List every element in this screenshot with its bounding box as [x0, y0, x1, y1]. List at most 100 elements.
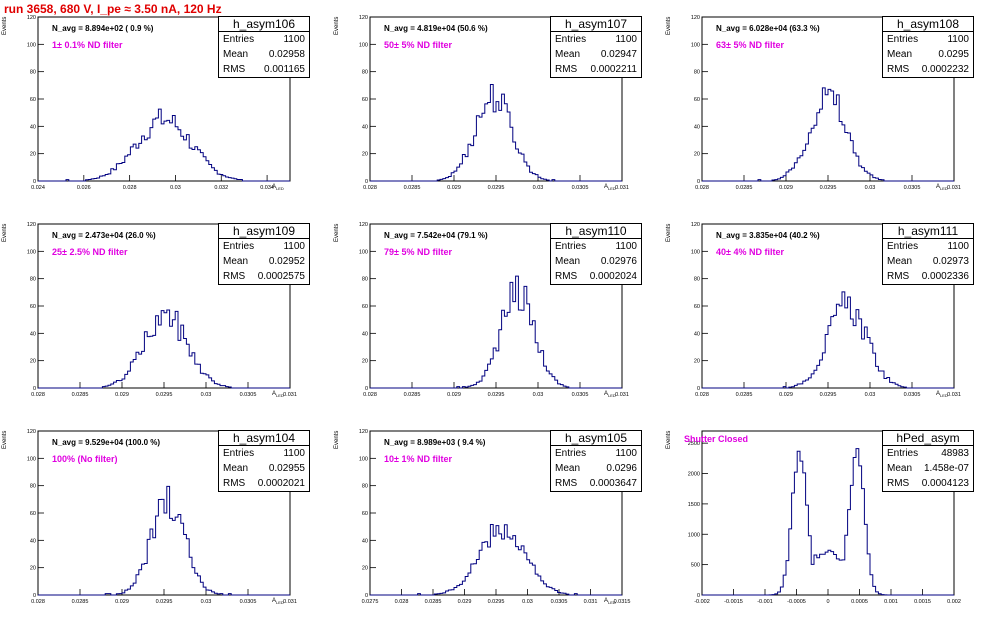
stats-key: RMS	[887, 64, 910, 75]
y-tick-label: 80	[362, 484, 368, 490]
run-title: run 3658, 680 V, I_pe ≈ 3.50 nA, 120 Hz	[4, 2, 222, 16]
y-tick-label: 100	[691, 42, 700, 48]
stats-value: 0.0002232	[921, 64, 969, 75]
stats-box: h_asym109 Entries 1100 Mean 0.02952 RMS 0.0002…	[218, 223, 310, 285]
y-tick-label: 0	[365, 386, 368, 392]
stats-value: 0.0002336	[921, 271, 969, 282]
stats-row-rms: RMS 0.0002232	[883, 62, 973, 77]
x-tick-label: 0.0295	[488, 599, 505, 605]
stats-value: 0.0295	[938, 49, 969, 60]
y-tick-label: 120	[359, 15, 368, 21]
navg-label: N_avg = 6.028e+04 (63.3 %)	[716, 24, 820, 33]
x-tick-label: 0.028	[31, 599, 45, 605]
stats-row-mean: Mean 0.02958	[219, 47, 309, 62]
x-tick-label: 0.03	[533, 185, 544, 191]
stats-key: RMS	[223, 478, 246, 489]
x-tick-label: 0.032	[214, 185, 228, 191]
x-tick-label: 0.0285	[72, 599, 89, 605]
x-tick-label: 0.0305	[904, 392, 921, 398]
y-tick-label: 20	[362, 152, 368, 158]
histogram-series	[38, 108, 290, 182]
y-tick-label: 2500	[688, 441, 700, 447]
stats-box: hPed_asym Entries 48983 Mean 1.458e-07 RMS 0.0…	[882, 430, 974, 492]
x-tick-label: -0.0015	[724, 599, 743, 605]
x-tick-label: 0.031	[615, 392, 629, 398]
stats-box: h_asym105 Entries 1100 Mean 0.0296 RMS 0.00036…	[550, 430, 642, 492]
stats-value: 0.02955	[268, 463, 305, 474]
x-tick-label: 0.034	[260, 185, 274, 191]
x-tick-label: 0.0295	[820, 392, 837, 398]
x-tick-label: 0.029	[447, 185, 461, 191]
y-tick-label: 0	[697, 179, 700, 185]
stats-value: 1100	[947, 34, 969, 45]
navg-label: N_avg = 7.542e+04 (79.1 %)	[384, 231, 488, 240]
y-axis-label: Events	[666, 430, 672, 449]
stats-value: 1.458e-07	[923, 463, 969, 474]
x-tick-label: 0.03	[533, 392, 544, 398]
stats-row-rms: RMS 0.0004123	[883, 476, 973, 491]
histogram-name: h_asym109	[219, 224, 309, 239]
stats-row-entries: Entries 1100	[551, 446, 641, 461]
x-axis-label: ALED	[604, 598, 616, 606]
x-tick-label: 0.028	[31, 392, 45, 398]
x-axis-label: ALED	[936, 184, 948, 192]
x-tick-label: 0.029	[447, 392, 461, 398]
histogram-svg: 0 20 40 60 80 100 120 0.024 0.026 0.028 0.03 0.032 0…	[27, 15, 291, 191]
y-tick-label: 0	[697, 593, 700, 599]
stats-row-mean: Mean 1.458e-07	[883, 461, 973, 476]
x-tick-label: 0.001	[884, 599, 898, 605]
y-tick-label: 60	[694, 97, 700, 103]
y-tick-label: 120	[27, 429, 36, 435]
navg-label: N_avg = 3.835e+04 (40.2 %)	[716, 231, 820, 240]
y-tick-label: 80	[30, 70, 36, 76]
stats-key: Entries	[223, 241, 255, 252]
y-tick-label: 20	[362, 359, 368, 365]
x-tick-label: 0.029	[115, 392, 129, 398]
y-tick-label: 1000	[688, 532, 700, 538]
stats-row-rms: RMS 0.0002211	[551, 62, 641, 77]
x-tick-label: 0.028	[695, 185, 709, 191]
filter-label: 10± 1% ND filter	[384, 454, 452, 464]
stats-key: Mean	[887, 256, 913, 267]
stats-key: RMS	[223, 64, 246, 75]
x-tick-label: 0.029	[779, 185, 793, 191]
stats-key: RMS	[887, 478, 910, 489]
stats-key: RMS	[555, 478, 578, 489]
histogram-panel-h_asym108: 0 20 40 60 80 100 120 0.028 0.0285 0.029 0.0295 0.0…	[664, 0, 996, 207]
stats-value: 48983	[941, 448, 969, 459]
stats-row-mean: Mean 0.02973	[883, 254, 973, 269]
stats-key: RMS	[223, 271, 246, 282]
x-tick-label: 0.024	[31, 185, 45, 191]
x-tick-label: 0.03	[201, 599, 212, 605]
y-tick-label: 20	[694, 152, 700, 158]
stats-row-mean: Mean 0.02976	[551, 254, 641, 269]
stats-key: Mean	[555, 49, 581, 60]
x-tick-label: 0.03	[201, 392, 212, 398]
histogram-svg: 0 20 40 60 80 100 120 0.028 0.0285 0.029 0.0295 0.0…	[359, 222, 629, 398]
stats-value: 0.0002211	[590, 64, 637, 75]
x-tick-label: 0.0295	[488, 185, 505, 191]
histogram-panel-h_asym104: 0 20 40 60 80 100 120 0.028 0.0285 0.029 0.0295 0.0…	[0, 414, 332, 621]
stats-key: RMS	[555, 271, 578, 282]
y-tick-label: 60	[362, 97, 368, 103]
stats-row-entries: Entries 1100	[883, 32, 973, 47]
stats-row-rms: RMS 0.001165	[219, 62, 309, 77]
x-tick-label: 0.0305	[551, 599, 568, 605]
histogram-svg: 0 20 40 60 80 100 120 0.0275 0.028 0.0285 0.029 0.0…	[359, 429, 631, 605]
y-axis-label: Events	[334, 430, 340, 449]
filter-label: 63± 5% ND filter	[716, 40, 784, 50]
y-axis-label: Events	[2, 430, 8, 449]
y-tick-label: 20	[362, 566, 368, 572]
y-axis-label: Events	[334, 223, 340, 242]
stats-value: 1100	[283, 241, 305, 252]
stats-value: 0.0296	[606, 463, 637, 474]
x-tick-label: 0.0305	[240, 392, 257, 398]
stats-box: h_asym106 Entries 1100 Mean 0.02958 RMS 0.0011…	[218, 16, 310, 78]
navg-label: N_avg = 8.894e+02 ( 0.9 %)	[52, 24, 154, 33]
y-tick-label: 20	[30, 566, 36, 572]
filter-label: 100% (No filter)	[52, 454, 118, 464]
x-tick-label: 0.026	[77, 185, 91, 191]
x-tick-label: 0.0295	[488, 392, 505, 398]
y-tick-label: 100	[359, 42, 368, 48]
x-tick-label: 0.031	[283, 599, 297, 605]
